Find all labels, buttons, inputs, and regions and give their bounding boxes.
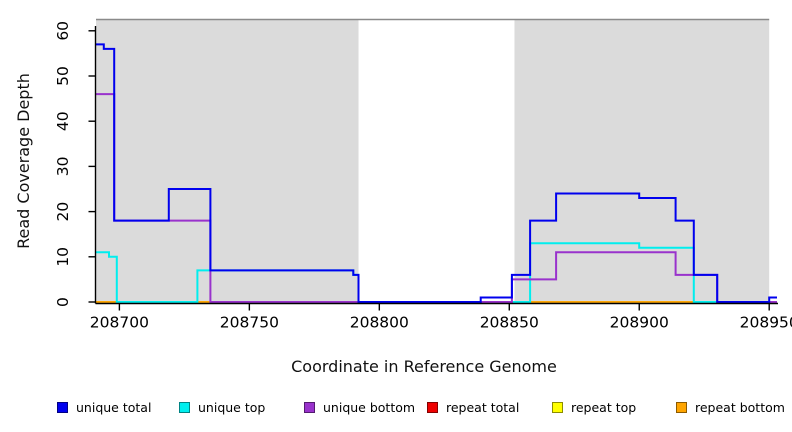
repeat-region-band [514, 19, 770, 303]
x-axis-title: Coordinate in Reference Genome [291, 357, 557, 376]
y-tick-label: 30 [54, 157, 72, 177]
y-axis-title: Read Coverage Depth [14, 73, 33, 249]
y-tick-label: 60 [54, 21, 72, 41]
x-tick-label: 208700 [90, 314, 149, 332]
x-tick-label: 208750 [220, 314, 279, 332]
y-tick-label: 20 [54, 202, 72, 222]
y-tick-label: 0 [54, 297, 72, 307]
repeat-region-band [96, 19, 359, 303]
x-tick-label: 208850 [480, 314, 539, 332]
x-tick-label: 208900 [610, 314, 669, 332]
y-tick-label: 40 [54, 111, 72, 131]
y-tick-label: 10 [54, 247, 72, 267]
x-tick-label: 208800 [350, 314, 409, 332]
series-line-unique-total [96, 43, 777, 303]
y-tick-label: 50 [54, 66, 72, 86]
